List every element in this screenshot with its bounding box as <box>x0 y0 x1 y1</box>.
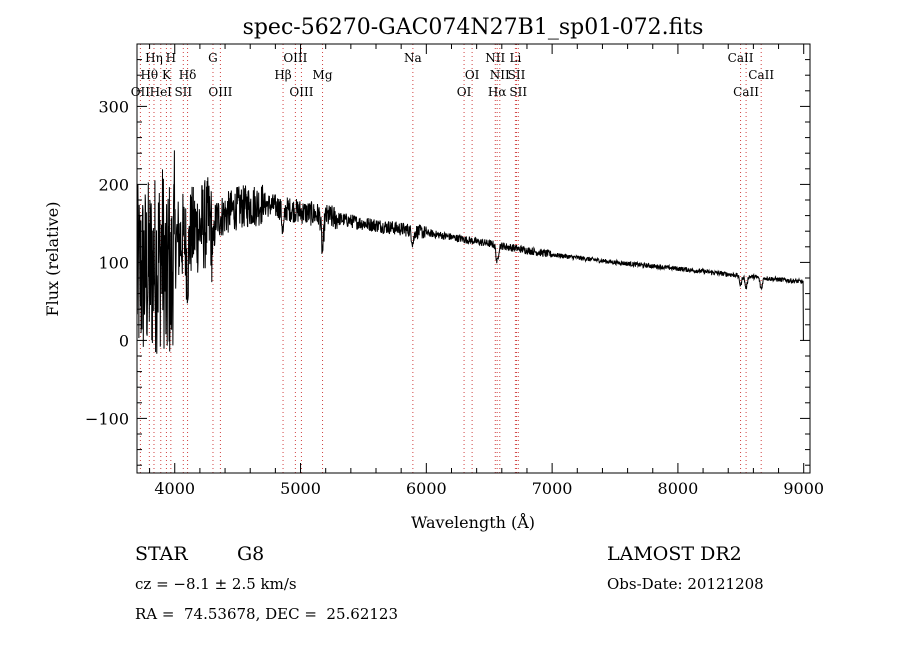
spectral-line-markers <box>139 44 762 473</box>
spectral-line-label: OII <box>131 85 151 99</box>
spectral-line-label: G <box>208 51 218 65</box>
y-tick-label: 200 <box>98 175 129 194</box>
y-tick-label: 300 <box>98 97 129 116</box>
survey-name: LAMOST DR2 <box>607 543 742 565</box>
spectral-line-label: HeI <box>150 85 173 99</box>
spectral-line-label: SII <box>508 68 526 82</box>
spectral-subclass: G8 <box>237 543 265 565</box>
spectral-line-label: Li <box>509 51 521 65</box>
x-tick-label: 8000 <box>658 479 699 498</box>
x-tick-label: 9000 <box>783 479 824 498</box>
axis-ticks: 4000 5000 6000 7000 8000 9000 −100 0 100 200 300 <box>85 44 824 498</box>
y-axis-label: Flux (relative) <box>43 202 62 317</box>
x-tick-label: 6000 <box>406 479 447 498</box>
spectral-line-label: Mg <box>313 68 333 82</box>
x-tick-label: 4000 <box>154 479 195 498</box>
plot-frame <box>136 43 811 474</box>
spectral-line-label: NII <box>490 68 510 82</box>
spectral-line-label: OI <box>457 85 472 99</box>
spectral-line-label: CaII <box>728 51 754 65</box>
spectral-line-label: H <box>166 51 176 65</box>
y-tick-label: −100 <box>85 409 129 428</box>
spectral-line-label: OI <box>465 68 480 82</box>
spectral-line-label: NII <box>485 51 505 65</box>
observation-date: Obs-Date: 20121208 <box>607 575 764 593</box>
spectral-line-label: OIII <box>208 85 232 99</box>
redshift-cz: cz = −8.1 ± 2.5 km/s <box>135 575 297 593</box>
spectral-line-label: Hη <box>145 51 163 65</box>
spectral-line-label: OIII <box>283 51 307 65</box>
x-axis-label: Wavelength (Å) <box>411 512 535 532</box>
sky-coordinates: RA = 74.53678, DEC = 25.62123 <box>135 605 399 623</box>
spectral-line-label: Hθ <box>140 68 158 82</box>
chart-title: spec-56270-GAC074N27B1_sp01-072.fits <box>243 15 704 40</box>
spectral-line-label: SII <box>509 85 527 99</box>
x-tick-label: 7000 <box>532 479 573 498</box>
spectral-line-label: SII <box>174 85 192 99</box>
y-tick-label: 100 <box>98 253 129 272</box>
spectral-line-label: Hβ <box>274 68 291 82</box>
spectral-line-label: Hα <box>488 85 507 99</box>
object-type: STAR <box>135 543 188 565</box>
spectral-line-label: Hδ <box>179 68 197 82</box>
spectral-line-label: Na <box>404 51 422 65</box>
spectrum-line <box>136 150 804 354</box>
spectral-line-label: CaII <box>748 68 774 82</box>
x-tick-label: 5000 <box>280 479 321 498</box>
spectral-line-label: K <box>162 68 172 82</box>
spectral-line-label: CaII <box>733 85 759 99</box>
y-tick-label: 0 <box>119 331 129 350</box>
spectral-line-label: OIII <box>289 85 313 99</box>
